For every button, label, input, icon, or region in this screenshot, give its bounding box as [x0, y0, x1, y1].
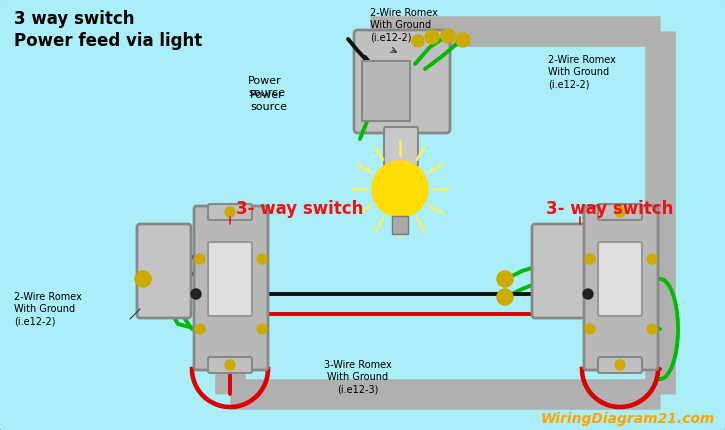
Circle shape	[615, 208, 625, 218]
Text: 3 way switch: 3 way switch	[14, 10, 135, 28]
FancyBboxPatch shape	[584, 206, 658, 370]
FancyBboxPatch shape	[598, 243, 642, 316]
Circle shape	[225, 360, 235, 370]
Circle shape	[195, 255, 205, 264]
FancyBboxPatch shape	[208, 357, 252, 373]
Text: WiringDiagram21.com: WiringDiagram21.com	[541, 411, 715, 425]
Circle shape	[497, 289, 513, 305]
FancyBboxPatch shape	[354, 31, 450, 134]
Circle shape	[135, 271, 151, 287]
Circle shape	[412, 36, 424, 48]
Text: 2-Wire Romex
With Ground
(i.e12-2): 2-Wire Romex With Ground (i.e12-2)	[548, 55, 616, 89]
Text: Power feed via light: Power feed via light	[14, 32, 202, 50]
Circle shape	[585, 324, 595, 334]
Circle shape	[456, 34, 470, 48]
Circle shape	[583, 289, 593, 299]
Circle shape	[372, 162, 428, 218]
Bar	[392, 216, 408, 234]
Circle shape	[257, 324, 267, 334]
Text: 2-Wire Romex
With Ground
(i.e12-2): 2-Wire Romex With Ground (i.e12-2)	[14, 291, 82, 326]
FancyBboxPatch shape	[194, 206, 268, 370]
FancyBboxPatch shape	[384, 128, 418, 166]
Bar	[362, 62, 410, 122]
FancyBboxPatch shape	[532, 224, 586, 318]
Text: 2-Wire Romex
With Ground
(i.e12-2): 2-Wire Romex With Ground (i.e12-2)	[370, 8, 438, 43]
FancyBboxPatch shape	[598, 205, 642, 221]
Text: 3- way switch: 3- way switch	[236, 200, 364, 218]
Text: 3- way switch: 3- way switch	[547, 200, 674, 218]
Circle shape	[647, 255, 657, 264]
Circle shape	[585, 255, 595, 264]
Text: Power
source: Power source	[248, 76, 285, 97]
Circle shape	[195, 324, 205, 334]
Circle shape	[191, 289, 201, 299]
Text: 3-Wire Romex
With Ground
(i.e12-3): 3-Wire Romex With Ground (i.e12-3)	[324, 359, 392, 394]
Circle shape	[257, 255, 267, 264]
Circle shape	[615, 360, 625, 370]
FancyBboxPatch shape	[137, 224, 191, 318]
Circle shape	[425, 31, 439, 45]
FancyBboxPatch shape	[208, 243, 252, 316]
Circle shape	[441, 30, 455, 44]
Circle shape	[647, 324, 657, 334]
Circle shape	[497, 271, 513, 287]
Circle shape	[225, 208, 235, 218]
FancyBboxPatch shape	[208, 205, 252, 221]
Text: Power
source: Power source	[250, 90, 287, 111]
FancyBboxPatch shape	[598, 357, 642, 373]
